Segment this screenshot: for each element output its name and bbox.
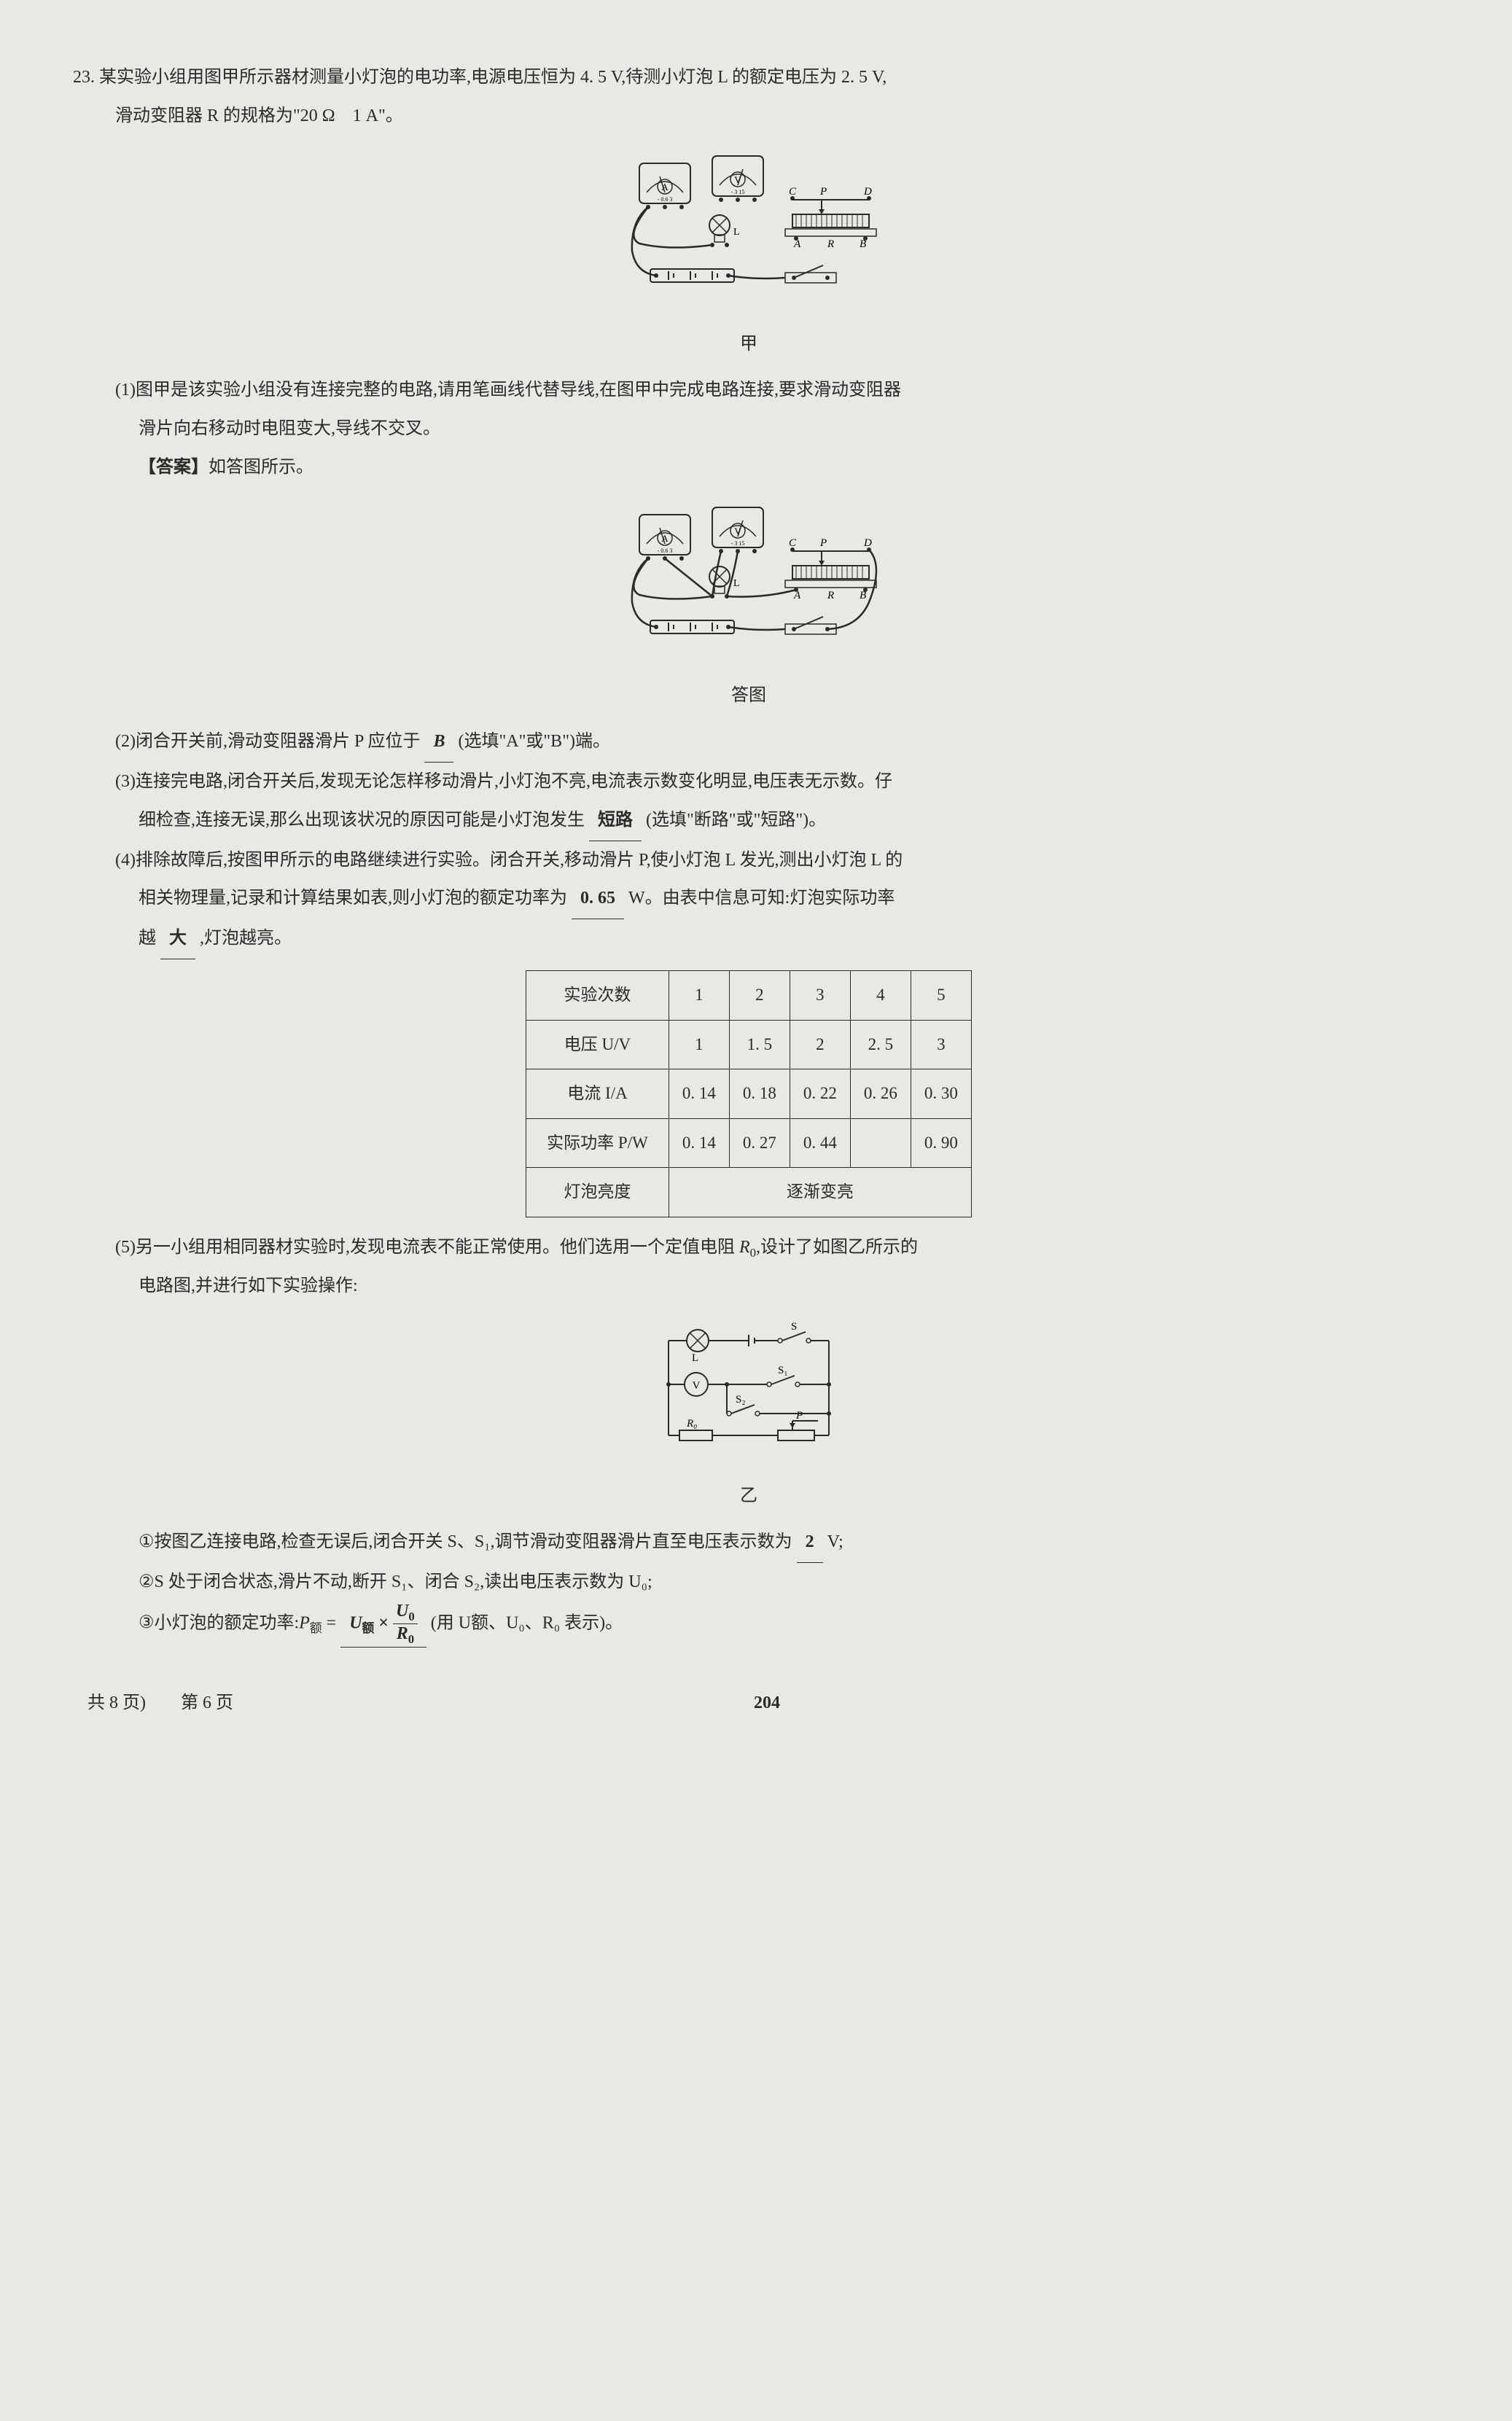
part1-answer: 【答案】如答图所示。 — [73, 448, 1425, 487]
figure2-label: 答图 — [73, 677, 1425, 715]
svg-text:C: C — [789, 537, 797, 549]
svg-text:S₂: S₂ — [736, 1394, 746, 1406]
stem-line2: 滑动变阻器 R 的规格为"20 Ω 1 A"。 — [73, 97, 1425, 136]
part5-line2: 电路图,并进行如下实验操作: — [73, 1267, 1425, 1306]
table-row-brightness: 灯泡亮度 逐渐变亮 — [526, 1168, 972, 1217]
footer-page-num: 204 — [754, 1684, 780, 1723]
part3-line2: 细检查,连接无误,那么出现该状况的原因可能是小灯泡发生 短路 (选填"断路"或"… — [73, 801, 1425, 841]
table-row-power: 实际功率 P/W 0. 14 0. 27 0. 44 0. 90 — [526, 1118, 972, 1168]
stem-text-1: 某实验小组用图甲所示器材测量小灯泡的电功率,电源电压恒为 4. 5 V,待测小灯… — [99, 68, 886, 87]
svg-text:- 0.6 3: - 0.6 3 — [658, 196, 673, 203]
page-footer: 共 8 页) 第 6 页 204 — [73, 1684, 1425, 1723]
svg-text:V: V — [734, 526, 741, 537]
circuit-diagram-2: A - 0.6 3 V - 3 15 L C P D — [596, 500, 902, 657]
table-row-voltage: 电压 U/V 1 1. 5 2 2. 5 3 — [526, 1020, 972, 1069]
svg-text:D: D — [863, 537, 872, 549]
svg-text:A: A — [661, 533, 669, 544]
table-row-current: 电流 I/A 0. 14 0. 18 0. 22 0. 26 0. 30 — [526, 1069, 972, 1119]
blank-2: B — [424, 722, 453, 763]
sub2: ②S 处于闭合状态,滑片不动,断开 S₁、闭合 S₂,读出电压表示数为 U₀; — [73, 1563, 1425, 1602]
svg-text:S: S — [791, 1321, 797, 1333]
svg-text:L: L — [692, 1352, 698, 1364]
blank-5-3: U额 × U0 R0 — [340, 1602, 426, 1648]
figure-answer: A - 0.6 3 V - 3 15 L C P D — [73, 500, 1425, 716]
question-stem: 23. 某实验小组用图甲所示器材测量小灯泡的电功率,电源电压恒为 4. 5 V,… — [73, 58, 1425, 97]
svg-text:V: V — [693, 1380, 701, 1392]
figure-jia: A - 0.6 3 V - 3 15 L — [73, 149, 1425, 364]
svg-text:P: P — [819, 186, 827, 198]
part1: (1)图甲是该实验小组没有连接完整的电路,请用笔画线代替导线,在图甲中完成电路连… — [73, 371, 1425, 410]
figure3-label: 乙 — [73, 1477, 1425, 1516]
table-row-header: 实验次数 1 2 3 4 5 — [526, 970, 972, 1020]
svg-text:L: L — [733, 578, 740, 589]
circuit-diagram-3: L S V S₁ S₂ R₀ — [647, 1319, 851, 1457]
svg-text:A: A — [661, 182, 669, 192]
svg-text:R: R — [827, 590, 834, 601]
question-number: 23. — [73, 68, 95, 87]
svg-text:L: L — [733, 227, 740, 238]
data-table: 实验次数 1 2 3 4 5 电压 U/V 1 1. 5 2 2. 5 3 电流… — [526, 970, 972, 1217]
blank-4b: 大 — [160, 919, 195, 959]
svg-text:P: P — [819, 537, 827, 549]
svg-text:S₁: S₁ — [778, 1365, 788, 1376]
figure-yi: L S V S₁ S₂ R₀ — [73, 1319, 1425, 1516]
sub3: ③小灯泡的额定功率:P额 = U额 × U0 R0 (用 U额、U₀、R₀ 表示… — [73, 1602, 1425, 1648]
part4-line2: 相关物理量,记录和计算结果如表,则小灯泡的额定功率为 0. 65 W。由表中信息… — [73, 879, 1425, 919]
circuit-diagram-1: A - 0.6 3 V - 3 15 L — [596, 149, 902, 305]
part5: (5)另一小组用相同器材实验时,发现电流表不能正常使用。他们选用一个定值电阻 R… — [73, 1228, 1425, 1267]
blank-4a: 0. 65 — [572, 879, 624, 919]
figure1-label: 甲 — [73, 325, 1425, 364]
svg-text:C: C — [789, 186, 797, 198]
svg-text:- 3 15: - 3 15 — [731, 189, 745, 195]
footer-left: 共 8 页) 第 6 页 — [87, 1684, 233, 1723]
svg-text:V: V — [734, 174, 741, 185]
part4-line3: 越 大 ,灯泡越亮。 — [73, 919, 1425, 959]
svg-text:- 3 15: - 3 15 — [731, 540, 745, 547]
part1-line2: 滑片向右移动时电阻变大,导线不交叉。 — [73, 410, 1425, 448]
sub1: ①按图乙连接电路,检查无误后,闭合开关 S、S₁,调节滑动变阻器滑片直至电压表示… — [73, 1523, 1425, 1563]
blank-5-1: 2 — [797, 1523, 823, 1563]
part3: (3)连接完电路,闭合开关后,发现无论怎样移动滑片,小灯泡不亮,电流表示数变化明… — [73, 763, 1425, 801]
blank-3: 短路 — [589, 801, 642, 841]
svg-text:P: P — [795, 1410, 803, 1422]
svg-text:D: D — [863, 186, 872, 198]
part2: (2)闭合开关前,滑动变阻器滑片 P 应位于 B (选填"A"或"B")端。 — [73, 722, 1425, 763]
svg-text:R₀: R₀ — [686, 1418, 697, 1430]
svg-text:R: R — [827, 238, 834, 250]
part4: (4)排除故障后,按图甲所示的电路继续进行实验。闭合开关,移动滑片 P,使小灯泡… — [73, 841, 1425, 880]
svg-text:- 0.6 3: - 0.6 3 — [658, 547, 673, 554]
